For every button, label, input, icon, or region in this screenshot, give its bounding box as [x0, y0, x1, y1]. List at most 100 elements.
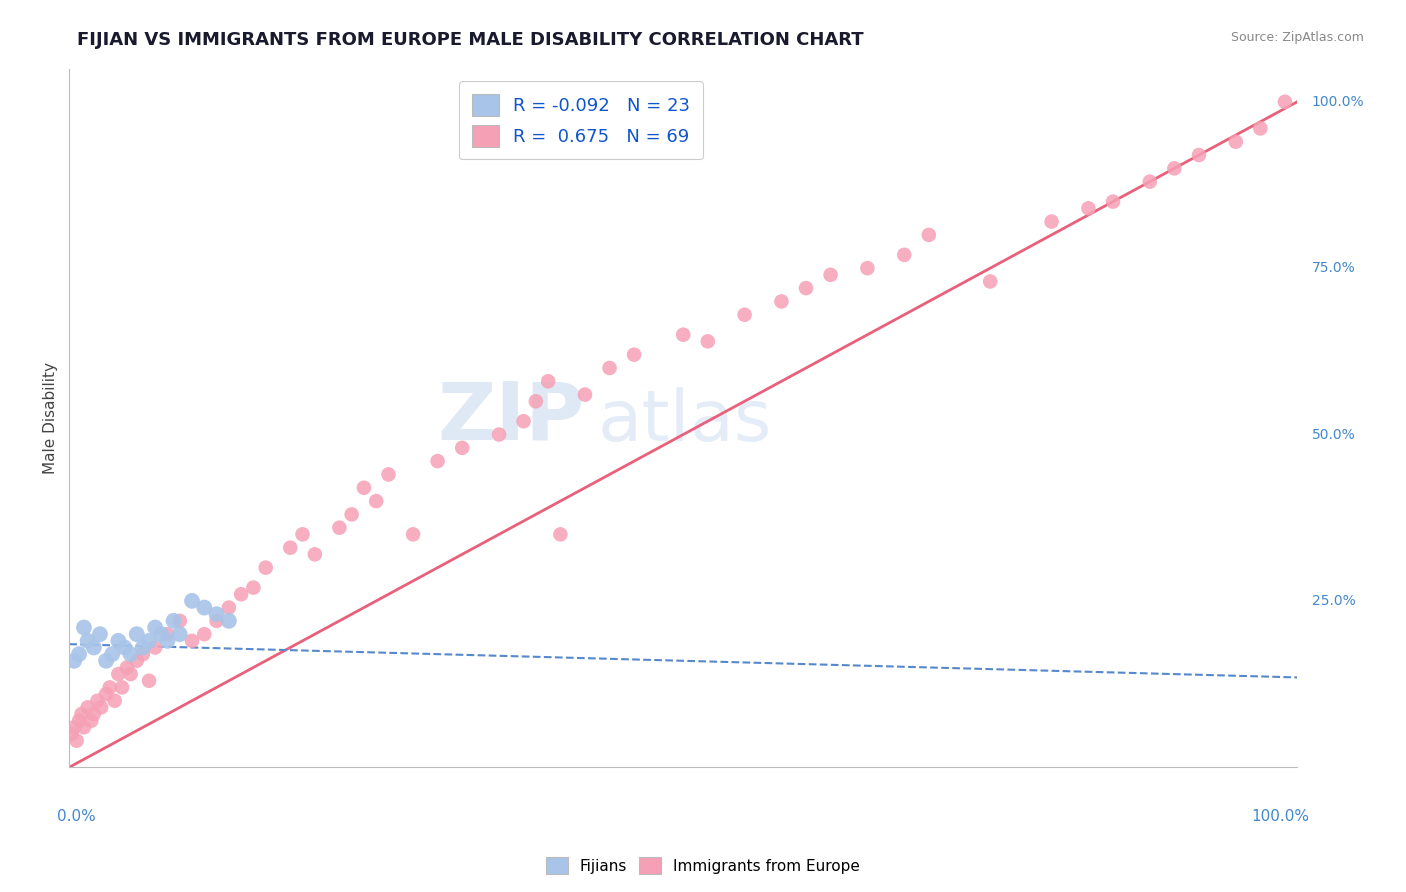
Point	[138, 633, 160, 648]
Point	[181, 633, 204, 648]
Point	[143, 620, 166, 634]
Point	[340, 508, 363, 522]
Text: 100.0%: 100.0%	[1251, 809, 1309, 824]
Text: 25.0%: 25.0%	[1312, 594, 1355, 608]
Point	[94, 687, 117, 701]
Text: 75.0%: 75.0%	[1312, 261, 1355, 275]
Point	[672, 327, 695, 342]
Point	[1077, 201, 1099, 215]
Text: Source: ZipAtlas.com: Source: ZipAtlas.com	[1230, 31, 1364, 45]
Point	[231, 587, 253, 601]
Point	[353, 481, 375, 495]
Point	[156, 627, 179, 641]
Point	[218, 600, 240, 615]
Point	[94, 654, 117, 668]
Point	[65, 733, 87, 747]
Point	[291, 527, 314, 541]
Point	[76, 633, 98, 648]
Point	[218, 614, 240, 628]
Point	[893, 248, 915, 262]
Point	[120, 667, 142, 681]
Point	[856, 261, 879, 276]
Point	[104, 694, 127, 708]
Point	[524, 394, 547, 409]
Point	[156, 633, 179, 648]
Point	[820, 268, 842, 282]
Point	[278, 541, 301, 555]
Point	[125, 627, 148, 641]
Point	[132, 647, 155, 661]
Text: 50.0%: 50.0%	[1312, 427, 1355, 442]
Point	[770, 294, 793, 309]
Point	[169, 627, 191, 641]
Point	[67, 714, 90, 728]
Point	[1102, 194, 1125, 209]
Point	[1139, 175, 1161, 189]
Point	[169, 614, 191, 628]
Point	[205, 614, 228, 628]
Point	[205, 607, 228, 622]
Point	[426, 454, 449, 468]
Point	[794, 281, 817, 295]
Point	[696, 334, 718, 349]
Point	[1249, 121, 1271, 136]
Point	[623, 348, 645, 362]
Point	[402, 527, 425, 541]
Point	[63, 654, 86, 668]
Point	[512, 414, 534, 428]
Point	[366, 494, 388, 508]
Point	[254, 560, 277, 574]
Point	[86, 694, 108, 708]
Point	[918, 227, 941, 242]
Point	[328, 521, 350, 535]
Y-axis label: Male Disability: Male Disability	[44, 362, 58, 474]
Point	[115, 660, 138, 674]
Point	[193, 600, 215, 615]
Point	[181, 594, 204, 608]
Point	[107, 633, 129, 648]
Text: atlas: atlas	[598, 387, 772, 456]
Point	[73, 620, 96, 634]
Text: FIJIAN VS IMMIGRANTS FROM EUROPE MALE DISABILITY CORRELATION CHART: FIJIAN VS IMMIGRANTS FROM EUROPE MALE DI…	[77, 31, 863, 49]
Point	[111, 681, 134, 695]
Point	[162, 614, 184, 628]
Text: 100.0%: 100.0%	[1312, 95, 1365, 109]
Point	[120, 647, 142, 661]
Point	[83, 706, 105, 721]
Point	[73, 720, 96, 734]
Point	[143, 640, 166, 655]
Point	[132, 640, 155, 655]
Point	[377, 467, 399, 482]
Point	[488, 427, 510, 442]
Point	[193, 627, 215, 641]
Point	[60, 727, 83, 741]
Point	[63, 720, 86, 734]
Point	[304, 547, 326, 561]
Point	[1163, 161, 1185, 176]
Point	[107, 667, 129, 681]
Point	[1225, 135, 1247, 149]
Point	[1040, 214, 1063, 228]
Point	[67, 647, 90, 661]
Point	[80, 714, 103, 728]
Point	[599, 361, 621, 376]
Legend: Fijians, Immigrants from Europe: Fijians, Immigrants from Europe	[540, 851, 866, 880]
Point	[76, 700, 98, 714]
Point	[125, 654, 148, 668]
Point	[138, 673, 160, 688]
Point	[98, 681, 121, 695]
Point	[1274, 95, 1296, 109]
Point	[70, 706, 93, 721]
Point	[90, 700, 112, 714]
Point	[242, 581, 264, 595]
Point	[574, 387, 596, 401]
Text: 0.0%: 0.0%	[58, 809, 96, 824]
Point	[150, 627, 173, 641]
Point	[101, 647, 124, 661]
Point	[537, 374, 560, 388]
Point	[550, 527, 572, 541]
Point	[979, 275, 1001, 289]
Point	[114, 640, 136, 655]
Text: ZIP: ZIP	[437, 379, 585, 457]
Point	[1188, 148, 1211, 162]
